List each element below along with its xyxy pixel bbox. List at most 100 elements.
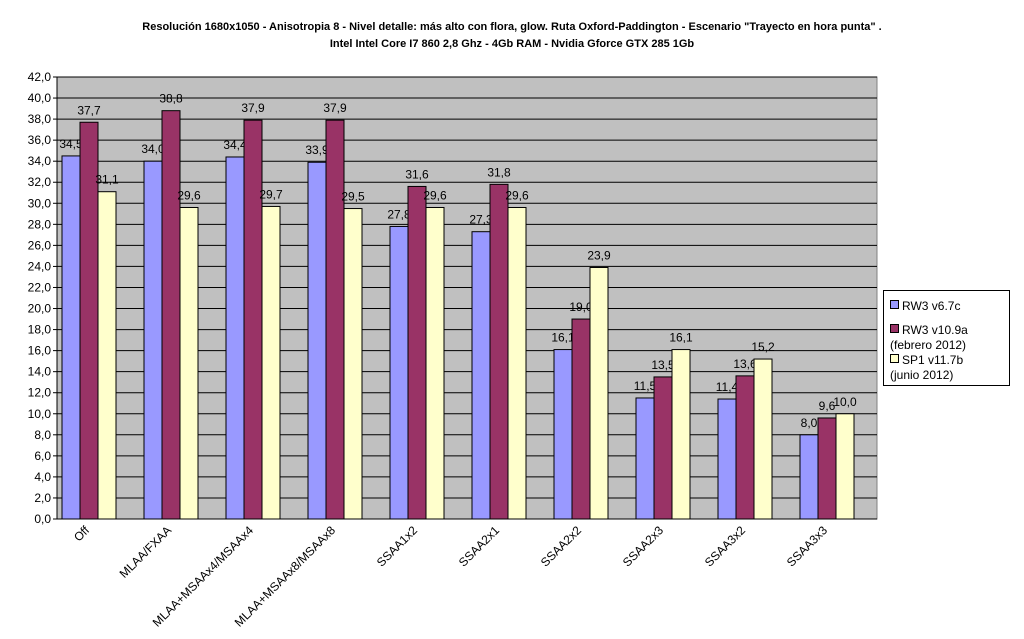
data-label: 9,6 <box>819 399 836 413</box>
bar <box>653 376 673 520</box>
bar <box>143 160 163 520</box>
data-label: 11,4 <box>716 380 739 394</box>
bar <box>407 185 427 520</box>
bar <box>735 375 755 520</box>
bar <box>243 119 263 520</box>
y-tick-label: 40,0 <box>28 91 52 105</box>
legend: RW3 v6.7c RW3 v10.9a (febrero 2012) SP1 … <box>883 290 1010 386</box>
bar <box>389 225 409 520</box>
y-tick-label: 14,0 <box>28 365 52 379</box>
bar <box>325 119 345 520</box>
x-tick-label: Off <box>71 523 93 545</box>
y-tick-label: 18,0 <box>28 323 52 337</box>
y-tick-label: 28,0 <box>28 217 52 231</box>
bar <box>589 266 609 520</box>
x-tick-label: MLAA/FXAA <box>117 523 175 581</box>
bar <box>307 161 327 520</box>
x-tick-label: SSAA2x1 <box>456 523 502 569</box>
y-tick-label: 20,0 <box>28 302 52 316</box>
y-tick-label: 10,0 <box>28 407 52 421</box>
y-tick-label: 16,0 <box>28 344 52 358</box>
data-label: 19,0 <box>569 300 593 314</box>
legend-item-sp1-v117b: SP1 v11.7b (junio 2012) <box>890 353 964 382</box>
data-label: 8,0 <box>801 416 818 430</box>
y-tick-label: 42,0 <box>28 70 52 84</box>
y-tick-label: 12,0 <box>28 386 52 400</box>
x-tick-label: SSAA1x2 <box>374 523 420 569</box>
bar <box>553 349 573 520</box>
bar <box>635 397 655 520</box>
bar <box>799 434 819 520</box>
x-tick-label: SSAA2x2 <box>538 523 584 569</box>
data-label: 16,1 <box>551 331 575 345</box>
data-label: 27,8 <box>387 207 411 221</box>
data-label: 31,1 <box>95 173 119 187</box>
bar <box>261 205 281 520</box>
data-label: 33,9 <box>305 143 329 157</box>
chart-title: Resolución 1680x1050 - Anisotropia 8 - N… <box>0 19 1024 53</box>
title-line-1: Resolución 1680x1050 - Anisotropia 8 - N… <box>142 21 882 33</box>
data-label: 29,7 <box>259 187 283 201</box>
bar <box>753 358 773 520</box>
bar <box>97 191 117 520</box>
y-tick-label: 34,0 <box>28 154 52 168</box>
data-label: 29,6 <box>505 188 529 202</box>
data-label: 34,4 <box>223 138 247 152</box>
data-label: 23,9 <box>587 248 611 262</box>
x-tick-label: SSAA2x3 <box>620 523 666 569</box>
y-tick-label: 36,0 <box>28 133 52 147</box>
y-tick-label: 2,0 <box>34 491 51 505</box>
data-label: 10,0 <box>833 395 857 409</box>
data-label: 34,5 <box>59 137 83 151</box>
bar <box>571 318 591 520</box>
y-tick-label: 32,0 <box>28 175 52 189</box>
data-label: 16,1 <box>669 331 693 345</box>
bar <box>179 206 199 520</box>
legend-item-rw3-v109a: RW3 v10.9a (febrero 2012) <box>890 323 968 352</box>
legend-swatch <box>890 300 899 309</box>
legend-item-rw3-v67c: RW3 v6.7c <box>890 299 960 313</box>
data-label: 31,8 <box>487 165 511 179</box>
data-label: 15,2 <box>751 340 775 354</box>
y-tick-label: 24,0 <box>28 259 52 273</box>
bar <box>489 183 509 520</box>
title-line-2: Intel Intel Core I7 860 2,8 Ghz - 4Gb RA… <box>329 38 695 50</box>
x-tick-label: SSAA3x3 <box>784 523 830 569</box>
bar <box>717 398 737 520</box>
y-tick-label: 30,0 <box>28 196 52 210</box>
data-label: 34,0 <box>141 142 165 156</box>
legend-swatch <box>890 354 899 363</box>
y-tick-label: 8,0 <box>34 428 51 442</box>
bar <box>835 413 855 520</box>
data-label: 13,5 <box>651 358 675 372</box>
bar <box>343 208 363 520</box>
data-label: 37,9 <box>323 101 347 115</box>
bar <box>507 206 527 520</box>
data-label: 37,7 <box>77 103 101 117</box>
y-tick-label: 6,0 <box>34 449 51 463</box>
y-tick-label: 26,0 <box>28 238 52 252</box>
data-label: 11,5 <box>634 379 657 393</box>
y-tick-label: 0,0 <box>34 512 51 526</box>
bar <box>225 156 245 520</box>
bar <box>671 349 691 520</box>
y-tick-label: 22,0 <box>28 280 52 294</box>
bar <box>61 155 81 520</box>
y-tick-label: 4,0 <box>34 470 51 484</box>
y-tick-label: 38,0 <box>28 112 52 126</box>
data-label: 29,5 <box>341 190 365 204</box>
data-label: 27,3 <box>469 213 493 227</box>
data-label: 31,6 <box>405 167 429 181</box>
data-label: 37,9 <box>241 101 265 115</box>
x-tick-label: SSAA3x2 <box>702 523 748 569</box>
data-label: 29,6 <box>423 188 447 202</box>
bar <box>817 417 837 520</box>
legend-swatch <box>890 324 899 333</box>
bar <box>471 231 491 520</box>
data-label: 13,6 <box>733 357 757 371</box>
bar <box>161 110 181 520</box>
data-label: 38,8 <box>159 92 183 106</box>
data-label: 29,6 <box>177 188 201 202</box>
bar <box>425 206 445 520</box>
